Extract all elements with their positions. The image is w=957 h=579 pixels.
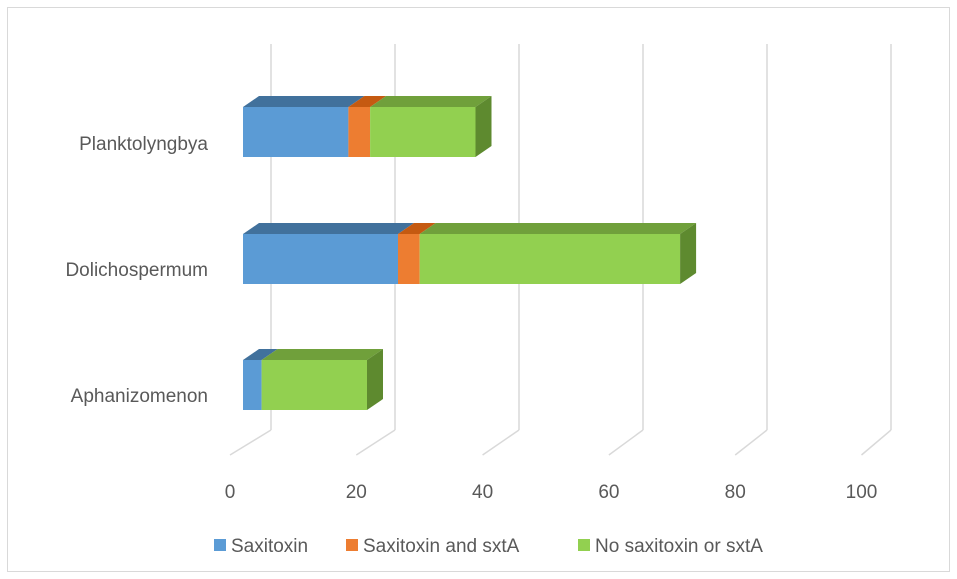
bar-segment bbox=[261, 360, 367, 410]
legend-label: No saxitoxin or sxtA bbox=[595, 536, 763, 557]
gridline-floor bbox=[355, 429, 396, 456]
bar-top-face bbox=[243, 223, 414, 234]
category-label: Dolichospermum bbox=[65, 260, 208, 281]
bars bbox=[243, 96, 697, 410]
x-tick-label: 0 bbox=[225, 482, 236, 503]
bar-segment bbox=[243, 234, 398, 284]
bar-segment bbox=[243, 360, 262, 410]
category-label: Planktolyngbya bbox=[79, 134, 208, 155]
bar-side-face bbox=[475, 96, 492, 157]
x-axis-tick-labels: 0 20 40 60 80 100 bbox=[225, 482, 878, 503]
legend-label: Saxitoxin and sxtA bbox=[363, 536, 520, 557]
bar-top-face bbox=[243, 96, 365, 107]
legend-swatch bbox=[578, 539, 590, 551]
legend-swatch bbox=[346, 539, 358, 551]
bar-top-face bbox=[370, 96, 492, 107]
bar-top-face bbox=[261, 349, 383, 360]
bar-top-face bbox=[419, 223, 697, 234]
bar-top-face bbox=[398, 223, 436, 234]
x-tick-label: 60 bbox=[598, 482, 619, 503]
gridline-floor bbox=[229, 429, 272, 456]
bar-segment bbox=[243, 107, 349, 157]
gridline-floor bbox=[734, 429, 768, 456]
bar-segment bbox=[419, 234, 681, 284]
x-tick-label: 40 bbox=[472, 482, 493, 503]
bar-top-face bbox=[348, 96, 387, 107]
gridline-floor bbox=[482, 429, 520, 456]
bar-top-face bbox=[243, 349, 278, 360]
bar-side-face bbox=[680, 223, 697, 284]
category-label: Aphanizomenon bbox=[71, 386, 208, 407]
bar-segment bbox=[398, 234, 420, 284]
gridline-floor bbox=[608, 429, 644, 456]
gridline-floor bbox=[861, 429, 892, 456]
legend-label: Saxitoxin bbox=[231, 536, 308, 557]
x-tick-label: 20 bbox=[346, 482, 367, 503]
bar-segment bbox=[348, 107, 371, 157]
category-labels: Planktolyngbya Dolichospermum Aphanizomeno… bbox=[65, 134, 208, 407]
x-tick-label: 80 bbox=[725, 482, 746, 503]
legend: Saxitoxin Saxitoxin and sxtA No saxitoxin … bbox=[214, 536, 763, 557]
x-tick-label: 100 bbox=[846, 482, 878, 503]
bar-side-face bbox=[367, 349, 383, 410]
bar-segment bbox=[370, 107, 476, 157]
legend-swatch bbox=[214, 539, 226, 551]
